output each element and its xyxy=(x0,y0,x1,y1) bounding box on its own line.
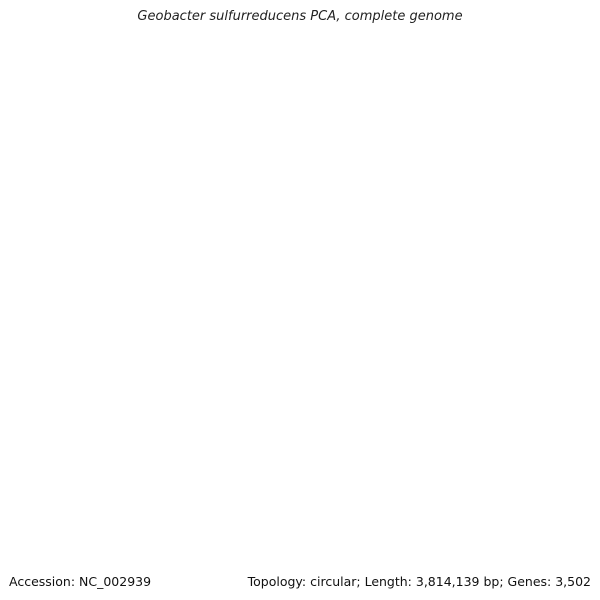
accession-text: Accession: NC_002939 xyxy=(9,574,152,589)
topology-text: Topology: circular; Length: 3,814,139 bp… xyxy=(247,574,591,589)
map-title: Geobacter sulfurreducens PCA, complete g… xyxy=(137,9,463,24)
